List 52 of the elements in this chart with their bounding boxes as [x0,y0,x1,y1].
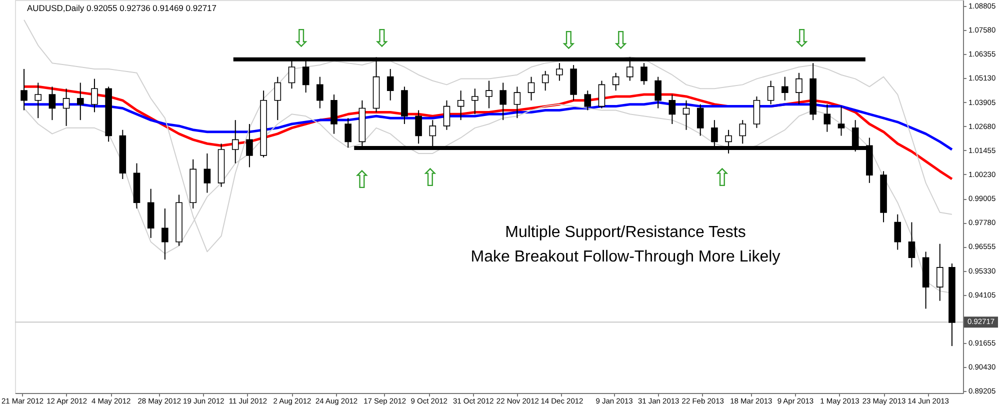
candlestick [739,120,746,144]
candlestick [824,104,831,132]
candlestick [584,90,592,111]
candlestick [91,78,98,113]
candlestick [457,90,464,121]
candlestick [34,82,42,119]
chart-title: AUDUSD,Daily 0.92055 0.92736 0.91469 0.92717 [27,3,217,13]
candlestick [668,94,676,124]
candlestick [232,120,239,164]
candlestick [781,76,788,101]
annotation: ⇧ [712,164,732,192]
candlestick [472,88,478,115]
annotation: ⇩ [792,24,812,53]
candlestick [598,80,606,109]
candlestick [386,68,394,101]
candlestick [443,100,450,130]
candlestick [415,110,422,144]
candlestick [894,214,902,250]
candlestick [48,86,56,121]
annotation: Make Breakout Follow-Through More Likely [470,248,780,266]
candlestick [204,152,211,194]
annotation: Multiple Support/Resistance Tests [505,224,746,241]
annotation: ⇩ [558,26,579,55]
candlestick [514,86,521,119]
candlestick [654,76,662,109]
candlestick [330,94,338,134]
annotation: ⇧ [352,166,372,194]
annotation: ⇩ [610,26,631,55]
candlestick [542,70,549,92]
candlestick [796,72,802,105]
annotation: ⇩ [291,24,312,53]
candlestick [936,243,944,302]
candlestick [486,80,492,109]
candlestick [20,68,28,111]
candlestick [76,82,84,121]
annotation: ⇩ [372,24,392,53]
candlestick [753,96,760,128]
annotation: ⇧ [420,164,440,192]
candlestick [274,76,282,121]
candlestick [162,208,168,260]
candlestick [767,80,774,105]
candlestick [500,82,506,121]
candlestick [246,123,253,168]
candlestick [316,76,324,109]
candlestick [682,100,690,130]
candlestick [344,118,352,148]
candlestick [528,76,535,101]
candlestick [612,72,620,92]
candlestick [838,106,845,136]
candlestick [696,104,704,136]
candlestick [62,88,70,126]
candlestick [908,222,916,268]
